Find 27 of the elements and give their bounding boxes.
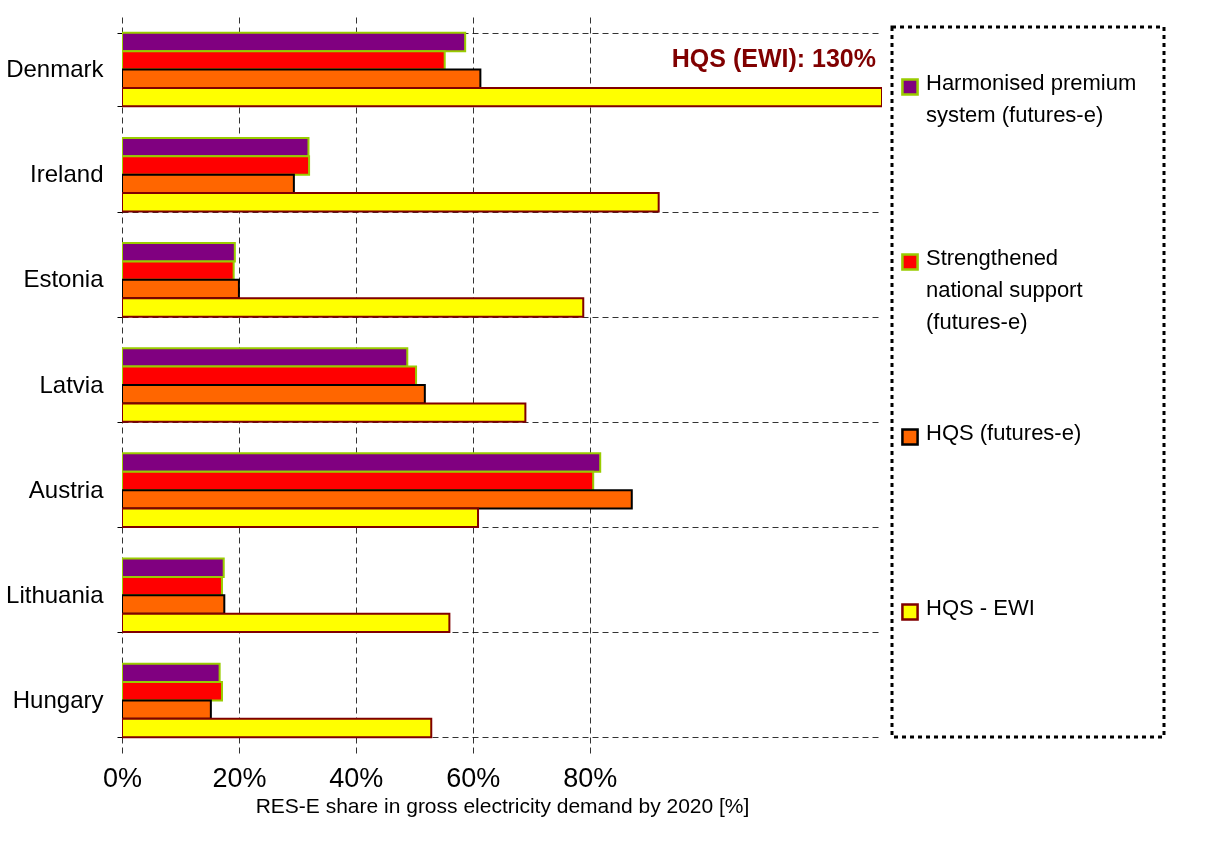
x-tick-label: 40%: [329, 762, 384, 793]
bar: [122, 297, 585, 318]
legend-label: HQS (futures-e): [926, 420, 1082, 445]
y-tick-label: Estonia: [23, 265, 105, 293]
legend-label: Strengthened national support (futures-e): [926, 245, 1083, 334]
y-tick-label: Denmark: [6, 55, 105, 83]
x-tick-label: 80%: [563, 762, 618, 793]
bar: [122, 717, 433, 739]
bar: [122, 192, 660, 213]
annotation: HQS (EWI): 130%: [671, 44, 876, 72]
y-tick-label: Hungary: [12, 685, 104, 713]
legend-label: HQS - EWI: [926, 595, 1035, 620]
x-tick-label: 60%: [446, 762, 501, 793]
y-tick-label: Lithuania: [6, 580, 105, 608]
bar: [122, 402, 527, 423]
y-tick-label: Austria: [28, 475, 105, 503]
y-tick-label: Ireland: [30, 160, 104, 188]
x-tick-label: 0%: [102, 762, 143, 793]
bar: [122, 594, 226, 615]
bar: [122, 699, 212, 720]
legend-label: Harmonised premium system (futures-e): [926, 70, 1137, 127]
y-tick-label: Latvia: [39, 370, 105, 398]
bar: [122, 612, 451, 634]
x-tick-label: 20%: [212, 762, 267, 793]
bar: [122, 86, 882, 108]
x-axis-title: RES-E share in gross electricity demand by 2020 [%]: [255, 793, 750, 817]
bar: [122, 507, 480, 528]
